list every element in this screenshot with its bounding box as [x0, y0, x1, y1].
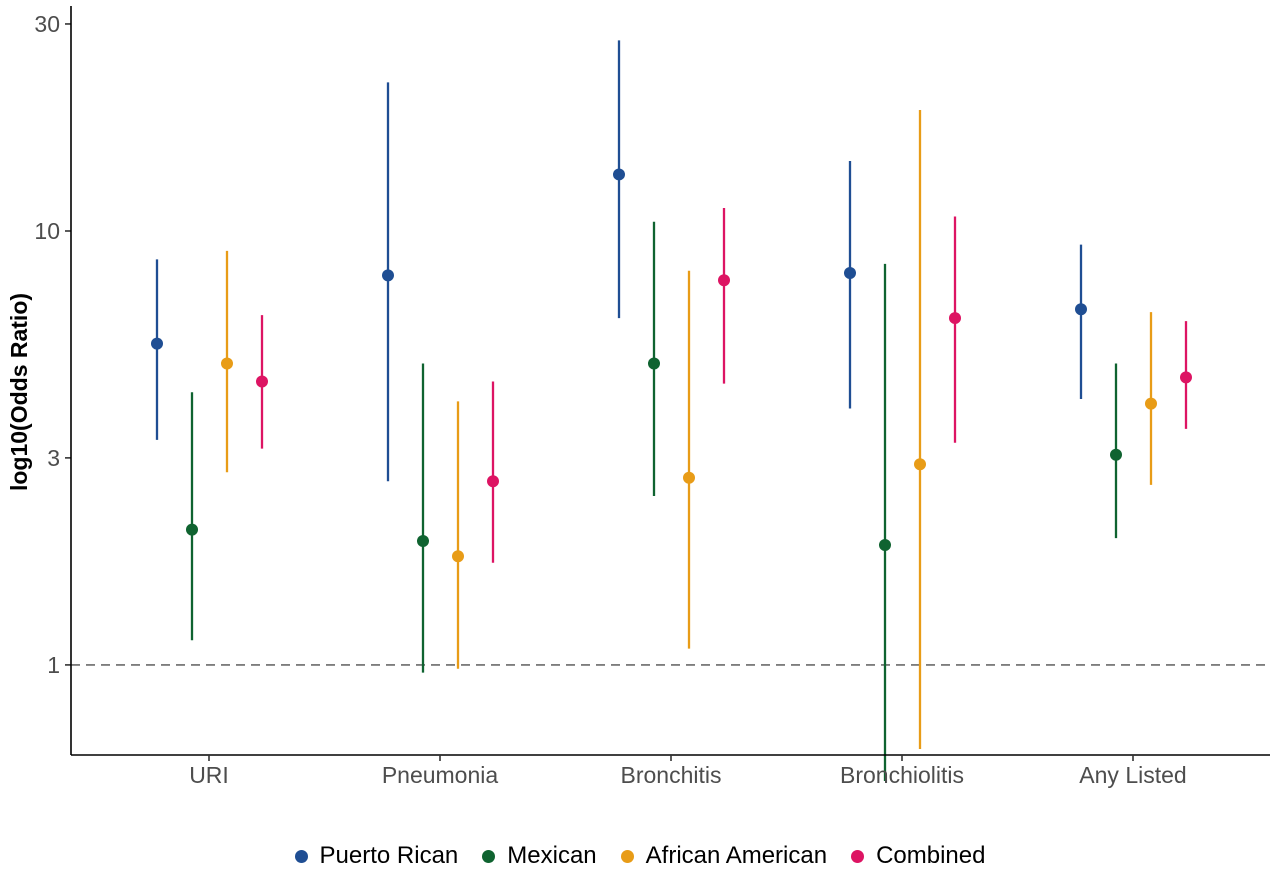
legend: Puerto Rican Mexican African American Combi… [0, 842, 1280, 870]
series-mexican [186, 221, 1122, 782]
y-tick-label: 30 [34, 11, 60, 37]
point-puerto-rican-bronchiolitis [844, 267, 856, 280]
series-combined [256, 207, 1192, 563]
legend-label: Combined [876, 842, 986, 869]
point-puerto-rican-pneumonia [382, 269, 394, 282]
point-african-american-bronchiolitis [914, 458, 926, 471]
point-mexican-uri [186, 523, 198, 536]
point-african-american-any-listed [1145, 397, 1157, 410]
data-marks [151, 40, 1192, 782]
legend-item-mexican: Mexican [482, 842, 597, 870]
point-mexican-pneumonia [417, 535, 429, 548]
y-axis-title: log10(Odds Ratio) [6, 293, 32, 491]
point-mexican-any-listed [1110, 448, 1122, 461]
series-puerto-rican [151, 40, 1087, 482]
legend-label: African American [645, 842, 828, 869]
legend-item-combined: Combined [851, 842, 985, 870]
legend-key-dot [482, 849, 496, 863]
point-mexican-bronchitis [648, 357, 660, 370]
x-axis-ticks: URI Pneumonia Bronchitis Bronchiolitis Any L… [189, 755, 1187, 788]
point-african-american-pneumonia [452, 550, 464, 563]
point-combined-any-listed [1180, 371, 1192, 384]
x-tick-label-any-listed: Any Listed [1079, 762, 1186, 788]
y-tick-label: 1 [47, 652, 60, 678]
point-combined-bronchiolitis [949, 312, 961, 325]
legend-key-dot [294, 849, 308, 863]
y-axis-ticks: 1 3 10 30 [34, 11, 71, 678]
y-tick-label: 10 [34, 218, 60, 244]
point-combined-bronchitis [718, 274, 730, 287]
point-puerto-rican-any-listed [1075, 303, 1087, 316]
legend-item-puerto-rican: Puerto Rican [294, 842, 459, 870]
legend-key-dot [620, 849, 634, 863]
point-african-american-bronchitis [683, 471, 695, 484]
x-tick-label-uri: URI [189, 762, 229, 788]
x-tick-label-bronchiolitis: Bronchiolitis [840, 762, 964, 788]
point-puerto-rican-bronchitis [613, 168, 625, 181]
legend-item-african-american: African American [620, 842, 828, 870]
series-african-american [221, 110, 1157, 750]
legend-label: Mexican [507, 842, 597, 869]
point-combined-uri [256, 375, 268, 388]
point-african-american-uri [221, 357, 233, 370]
odds-ratio-chart: 1 3 10 30 URI Pneumonia Bronchitis Bronchiolit… [6, 6, 1270, 788]
y-tick-label: 3 [47, 445, 60, 471]
x-tick-label-bronchitis: Bronchitis [621, 762, 722, 788]
legend-key-dot [851, 849, 865, 863]
point-mexican-bronchiolitis [879, 538, 891, 551]
legend-label: Puerto Rican [319, 842, 459, 869]
point-combined-pneumonia [487, 475, 499, 488]
point-puerto-rican-uri [151, 337, 163, 350]
x-tick-label-pneumonia: Pneumonia [382, 762, 499, 788]
